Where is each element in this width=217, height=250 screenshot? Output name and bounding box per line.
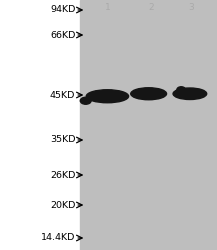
Text: 45KD: 45KD xyxy=(50,90,75,100)
Ellipse shape xyxy=(80,97,91,104)
Ellipse shape xyxy=(177,87,186,93)
Text: 94KD: 94KD xyxy=(50,6,75,15)
Text: 66KD: 66KD xyxy=(50,30,75,40)
Text: 14.4KD: 14.4KD xyxy=(41,234,75,242)
Ellipse shape xyxy=(86,90,128,103)
Text: 3: 3 xyxy=(188,3,194,12)
Text: 1: 1 xyxy=(105,3,110,12)
Ellipse shape xyxy=(173,88,207,100)
Bar xyxy=(80,0,217,250)
Text: 26KD: 26KD xyxy=(50,170,75,179)
Text: 35KD: 35KD xyxy=(50,136,75,144)
Text: 2: 2 xyxy=(148,3,154,12)
Ellipse shape xyxy=(131,88,167,100)
Text: 20KD: 20KD xyxy=(50,200,75,209)
